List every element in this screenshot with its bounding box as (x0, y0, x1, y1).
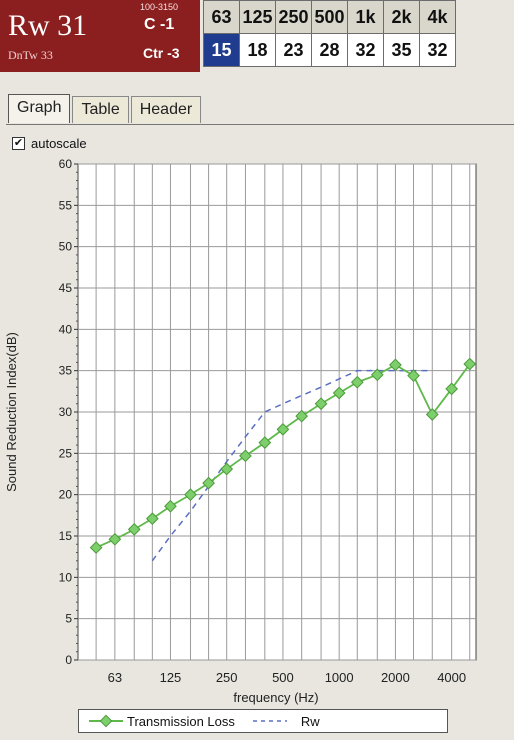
tab-divider (6, 124, 514, 125)
data-point (258, 436, 272, 449)
legend-label-rw: Rw (300, 713, 320, 729)
band-header: 1k (347, 0, 384, 34)
band-header: 125 (239, 0, 276, 34)
tab-table[interactable]: Table (72, 96, 129, 123)
band-value-cell[interactable]: 32 (347, 33, 384, 67)
y-tick-label: 20 (59, 488, 73, 502)
data-point (89, 541, 103, 554)
data-point (407, 369, 420, 382)
x-tick-label: 4000 (437, 670, 466, 685)
data-point (239, 449, 252, 463)
tab-graph[interactable]: Graph (8, 94, 71, 123)
octave-band-table: 63 125 250 500 1k 2k 4k 15 18 23 28 32 3… (203, 0, 456, 67)
series-layer (89, 357, 477, 562)
legend-label-transmission-loss: Transmission Loss (127, 713, 235, 729)
y-tick-label: 25 (59, 446, 73, 460)
x-tick-label: 250 (216, 670, 238, 685)
data-point (202, 476, 215, 490)
data-point (164, 499, 177, 513)
rating-box: Rw 31 DnTw 33 100-3150 C -1 Ctr -3 (0, 0, 200, 72)
data-point (127, 523, 141, 536)
chart-legend: Transmission Loss Rw (78, 709, 448, 733)
autoscale-label: autoscale (31, 136, 87, 151)
band-header: 4k (419, 0, 456, 34)
band-value-cell[interactable]: 23 (275, 33, 312, 67)
data-point (445, 382, 459, 396)
data-point (220, 462, 234, 476)
x-tick-label: 500 (272, 670, 294, 685)
x-tick-label: 63 (108, 670, 122, 685)
dntw-rating: DnTw 33 (8, 48, 53, 62)
legend-symbol-transmission-loss (89, 714, 123, 728)
data-point (314, 397, 328, 411)
y-tick-label: 10 (59, 570, 73, 584)
y-axis-label: Sound Reduction Index(dB) (4, 332, 19, 492)
y-tick-label: 40 (59, 322, 73, 336)
y-tick-label: 15 (59, 529, 73, 543)
data-point (350, 375, 364, 389)
x-tick-label: 2000 (381, 670, 410, 685)
band-header: 2k (383, 0, 420, 34)
autoscale-control[interactable]: ✔ autoscale (12, 136, 87, 151)
c-correction: C -1 (144, 16, 175, 33)
series-rw-line (151, 369, 433, 562)
data-point (184, 488, 197, 502)
band-header: 250 (275, 0, 312, 34)
y-tick-label: 55 (59, 198, 73, 212)
data-point (370, 368, 384, 382)
data-point (145, 512, 159, 526)
x-axis-label: frequency (Hz) (233, 690, 318, 705)
x-axis: 63 125 250 500 1000 2000 4000 (108, 670, 466, 685)
y-tick-label: 35 (59, 364, 73, 378)
y-tick-label: 5 (65, 612, 72, 626)
y-tick-label: 45 (59, 281, 73, 295)
data-point (425, 408, 439, 421)
y-tick-label: 60 (59, 157, 73, 171)
band-value-cell[interactable]: 32 (419, 33, 456, 67)
y-axis: 0 5 10 15 20 25 30 35 40 45 50 55 60 (59, 157, 78, 667)
data-point (463, 357, 477, 371)
band-header: 63 (203, 0, 240, 34)
y-tick-label: 30 (59, 405, 73, 419)
frequency-range-label: 100-3150 (140, 2, 179, 12)
band-value-cell[interactable]: 35 (383, 33, 420, 67)
band-value-cell[interactable]: 28 (311, 33, 348, 67)
tab-strip: Graph Table Header (8, 94, 203, 124)
data-point (276, 422, 290, 436)
y-tick-label: 50 (59, 240, 73, 254)
data-point (295, 409, 309, 423)
y-tick-label: 0 (65, 653, 72, 667)
band-header: 500 (311, 0, 348, 34)
x-tick-label: 1000 (325, 670, 354, 685)
data-point (332, 386, 346, 400)
autoscale-checkbox[interactable]: ✔ (12, 137, 25, 150)
band-header-row: 63 125 250 500 1k 2k 4k (203, 0, 456, 34)
band-value-cell[interactable]: 18 (239, 33, 276, 67)
rw-rating: Rw 31 (8, 9, 88, 42)
data-point (108, 532, 122, 546)
x-tick-label: 125 (160, 670, 182, 685)
ctr-correction: Ctr -3 (143, 45, 180, 61)
band-value-row: 15 18 23 28 32 35 32 (203, 33, 456, 67)
transmission-loss-chart: 0 5 10 15 20 25 30 35 40 45 50 55 60 63 125 250 500 1000… (4, 157, 477, 705)
legend-symbol-rw (252, 720, 287, 722)
data-point (389, 358, 402, 372)
tab-header[interactable]: Header (130, 96, 202, 123)
band-value-cell-selected[interactable]: 15 (203, 33, 240, 67)
